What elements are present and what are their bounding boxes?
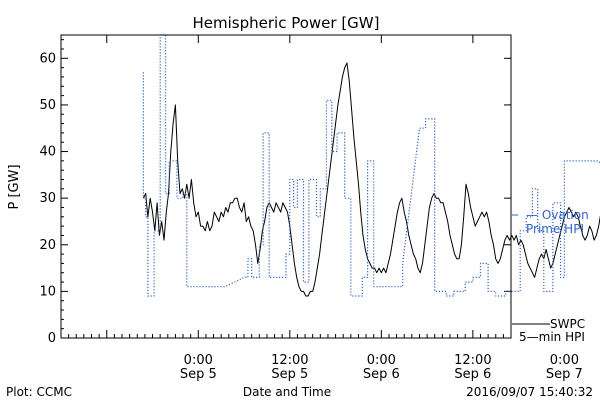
x-tick-time-label: 0:00	[550, 353, 579, 368]
x-tick-time-label: 0:00	[184, 353, 213, 368]
y-tick-label: 0	[48, 331, 56, 346]
x-tick-date-label: Sep 6	[363, 367, 400, 382]
x-tick-date-label: Sep 5	[180, 367, 217, 382]
legend-swpc-line1: SWPC	[550, 317, 585, 331]
plot-frame	[60, 34, 512, 339]
y-axis-ticks: 0 10 20 30 40 50 60	[39, 39, 511, 346]
x-tick-date-label: Sep 6	[454, 367, 491, 382]
x-tick-time-label: 12:00	[271, 353, 308, 368]
y-tick-label: 40	[39, 145, 56, 160]
y-tick-label: 30	[39, 191, 56, 206]
legend-ovation-line1: — Ovation	[526, 208, 589, 222]
swpc-series-line	[142, 62, 600, 297]
chart-title: Hemispheric Power [GW]	[193, 14, 380, 32]
y-tick-label: 50	[39, 98, 56, 113]
x-tick-date-label: Sep 5	[271, 367, 308, 382]
x-axis-label: Date and Time	[243, 385, 331, 399]
x-tick-time-label: 12:00	[454, 353, 491, 368]
x-tick-date-label: Sep 7	[546, 367, 583, 382]
y-tick-label: 60	[39, 51, 56, 66]
y-tick-label: 20	[39, 238, 56, 253]
series-layer	[142, 34, 600, 297]
legend-ovation-line2: Prime HPI	[526, 222, 584, 236]
footer-timestamp: 2016/09/07 15:40:32	[466, 385, 593, 399]
x-tick-time-label: 0:00	[367, 353, 396, 368]
y-axis-label: P [GW]	[7, 164, 22, 209]
ovation-series-line	[142, 34, 600, 297]
y-tick-label: 10	[39, 284, 56, 299]
footer-plot-credit: Plot: CCMC	[6, 385, 72, 399]
legend-swpc-line2: 5—min HPI	[519, 330, 585, 344]
